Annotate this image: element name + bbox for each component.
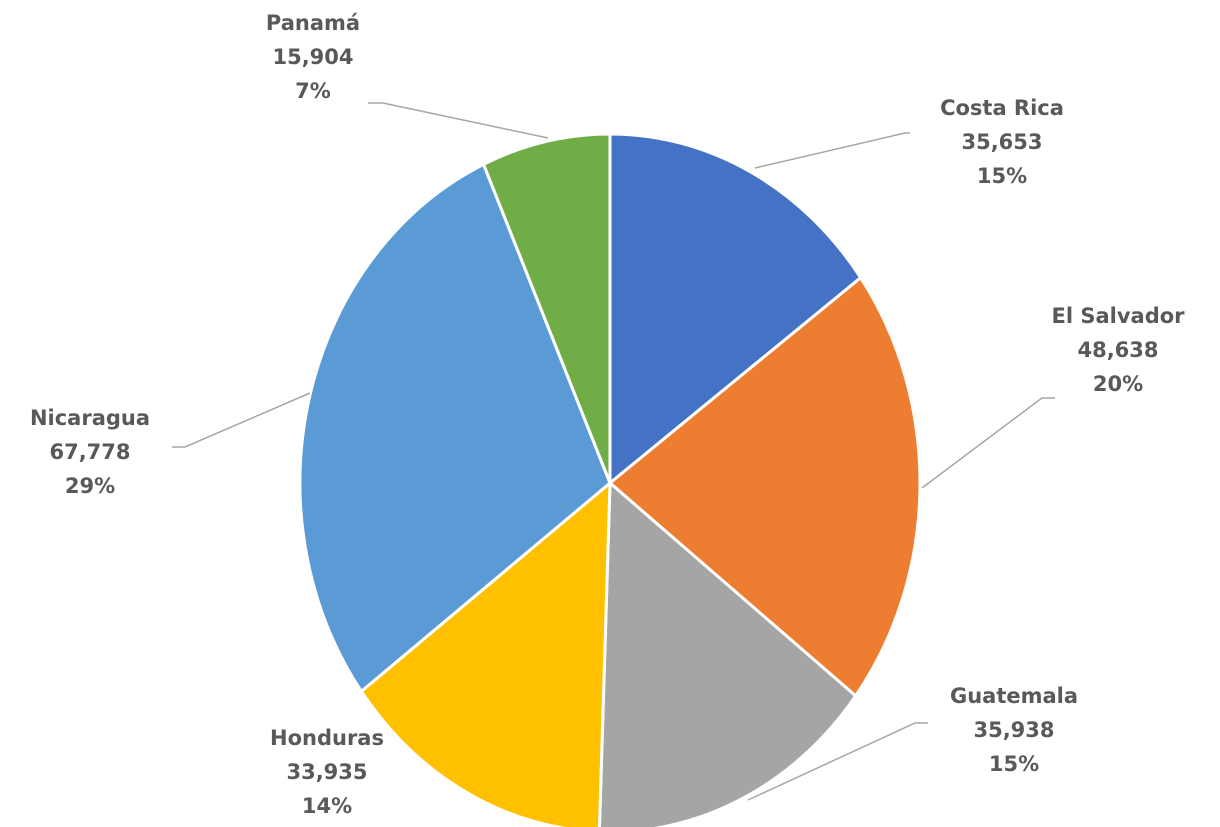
data-label-guatemala: Guatemala 35,938 15%: [950, 684, 1078, 776]
data-label-value: 67,778: [49, 440, 130, 464]
pie-slice-costa-rica: [608, 132, 863, 485]
data-label-value: 33,935: [286, 760, 367, 784]
data-label-value: 48,638: [1077, 338, 1158, 362]
data-label-percent: 15%: [977, 164, 1027, 188]
data-labels: Costa Rica 35,653 15% El Salvador 48,638 20% G…: [30, 11, 1185, 818]
pie-slice-panama: [482, 132, 612, 485]
data-label-percent: 7%: [295, 79, 331, 103]
pie-slice-honduras: [359, 481, 612, 827]
data-label-name: Guatemala: [950, 684, 1078, 708]
data-label-name: Panamá: [266, 11, 360, 35]
data-label-value: 15,904: [272, 45, 353, 69]
data-label-name: Costa Rica: [940, 96, 1064, 120]
data-label-percent: 14%: [302, 794, 352, 818]
data-label-percent: 15%: [989, 752, 1039, 776]
data-label-percent: 20%: [1093, 372, 1143, 396]
pie-slices: [298, 132, 922, 827]
data-label-panama: Panamá 15,904 7%: [266, 11, 360, 103]
leader-line-costa-rica: [754, 132, 910, 169]
data-label-value: 35,938: [973, 718, 1054, 742]
leader-line-nicaragua: [172, 392, 311, 448]
data-label-nicaragua: Nicaragua 67,778 29%: [30, 406, 150, 498]
data-label-honduras: Honduras 33,935 14%: [270, 726, 384, 818]
leader-line-panama: [368, 102, 549, 139]
data-label-name: El Salvador: [1051, 304, 1185, 328]
data-label-el-salvador: El Salvador 48,638 20%: [1051, 304, 1185, 396]
data-label-percent: 29%: [65, 474, 115, 498]
pie-slice-nicaragua: [298, 162, 612, 693]
data-label-name: Honduras: [270, 726, 384, 750]
pie-slice-el-salvador: [608, 276, 922, 698]
data-label-value: 35,653: [961, 130, 1042, 154]
leader-line-guatemala: [747, 722, 928, 801]
leader-line-el-salvador: [921, 397, 1055, 489]
data-label-costa-rica: Costa Rica 35,653 15%: [940, 96, 1064, 188]
pie-slice-guatemala: [597, 481, 858, 827]
data-label-name: Nicaragua: [30, 406, 150, 430]
leader-lines: [172, 102, 1055, 801]
